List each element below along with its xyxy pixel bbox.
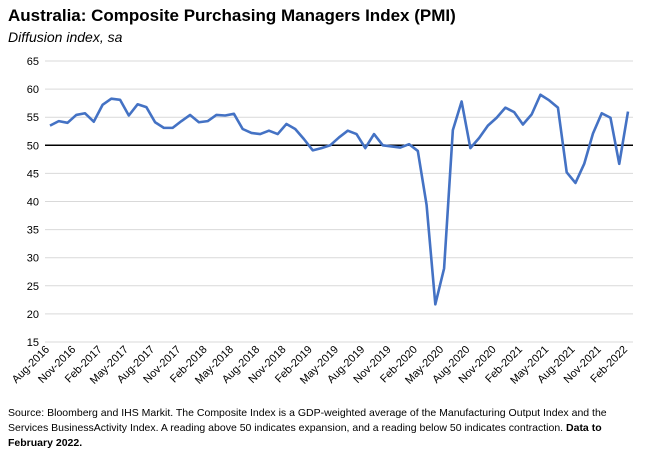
source-text: Source: Bloomberg and IHS Markit. The Co…: [8, 407, 607, 434]
source-note: Source: Bloomberg and IHS Markit. The Co…: [8, 406, 644, 451]
y-tick-label: 50: [27, 140, 39, 152]
y-tick-label: 15: [27, 337, 39, 349]
y-tick-label: 65: [27, 56, 39, 68]
series-line: [49, 93, 630, 306]
y-tick-label: 25: [27, 281, 39, 293]
y-tick-label: 45: [27, 168, 39, 180]
y-tick-label: 35: [27, 225, 39, 237]
source-data-to: Data to February 2022.: [8, 422, 602, 449]
y-tick-label: 20: [27, 309, 39, 321]
chart-title: Australia: Composite Purchasing Managers…: [8, 6, 456, 25]
y-tick-label: 40: [27, 197, 39, 209]
y-tick-label: 60: [27, 84, 39, 96]
chart-subtitle: Diffusion index, sa: [8, 29, 123, 45]
y-tick-label: 30: [27, 253, 39, 265]
y-tick-label: 55: [27, 112, 39, 124]
